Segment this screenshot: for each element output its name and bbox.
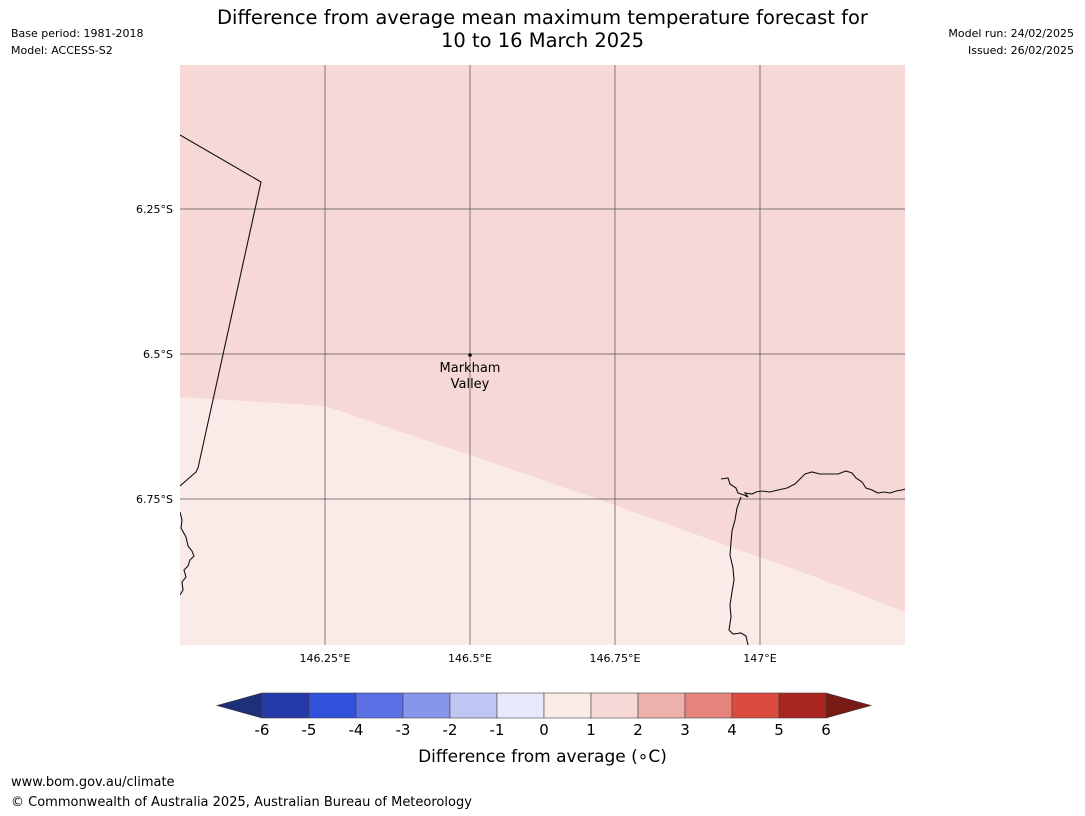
- colorbar-tick-label: -2: [443, 721, 458, 739]
- issued-text: Issued: 26/02/2025: [967, 44, 1074, 57]
- place-marker-dot: [468, 353, 472, 357]
- colorbar-tick-label: -3: [396, 721, 411, 739]
- lat-label-6-5: 6.5°S: [143, 348, 173, 361]
- footer-url[interactable]: www.bom.gov.au/climate: [11, 775, 175, 790]
- boundaries: [180, 134, 905, 645]
- title-line-1: Difference from average mean maximum tem…: [217, 6, 868, 29]
- colorbar-tick-label: -4: [349, 721, 364, 739]
- colorbar-tick-label: 2: [633, 721, 643, 739]
- colorbar-segment: [308, 692, 357, 719]
- graticule: [180, 65, 905, 645]
- colorbar-tick-label: 3: [680, 721, 690, 739]
- colorbar-segment: [355, 692, 404, 719]
- colorbar-segment: [496, 692, 545, 719]
- colorbar-segment: [731, 692, 780, 719]
- colorbar-segment: [778, 692, 827, 719]
- colorbar: -6 -5 -4 -3 -2 -1 0 1 2 3 4 5 6: [215, 692, 873, 739]
- coastline-east: [720, 470, 905, 498]
- place-label-line-2: Valley: [451, 377, 490, 392]
- colorbar-tick-label: -1: [490, 721, 505, 739]
- colorbar-under-arrow: [215, 692, 263, 719]
- footer-copyright: © Commonwealth of Australia 2025, Austra…: [11, 795, 472, 810]
- lat-label-6-75: 6.75°S: [136, 493, 173, 506]
- colorbar-tick-label: 1: [586, 721, 596, 739]
- coastline-west: [180, 511, 195, 596]
- river-line: [728, 496, 749, 645]
- header-right: Model run: 24/02/2025 Issued: 26/02/2025: [948, 25, 1074, 59]
- colorbar-segment: [449, 692, 498, 719]
- colorbar-segment: [637, 692, 686, 719]
- place-label-line-1: Markham: [440, 361, 501, 376]
- colorbar-over-arrow: [825, 692, 873, 719]
- colorbar-tick-label: 4: [727, 721, 737, 739]
- header-left: Base period: 1981-2018 Model: ACCESS-S2: [11, 25, 143, 59]
- colorbar-tick-label: 6: [821, 721, 831, 739]
- colorbar-tick-label: -6: [255, 721, 270, 739]
- colorbar-segment: [590, 692, 639, 719]
- model-text: Model: ACCESS-S2: [11, 44, 113, 57]
- lat-label-6-25: 6.25°S: [136, 203, 173, 216]
- colorbar-tick-label: -5: [302, 721, 317, 739]
- colorbar-label: Difference from average (∘C): [418, 747, 667, 767]
- map-plot-area: Markham Valley: [180, 65, 905, 645]
- lon-label-146-25: 146.25°E: [300, 652, 351, 665]
- lon-label-146-5: 146.5°E: [448, 652, 492, 665]
- lon-label-146-75: 146.75°E: [590, 652, 641, 665]
- lon-label-147: 147°E: [743, 652, 776, 665]
- colorbar-segment: [402, 692, 451, 719]
- colorbar-segment: [684, 692, 733, 719]
- title-line-2: 10 to 16 March 2025: [440, 29, 645, 52]
- colorbar-tick-label: 5: [774, 721, 784, 739]
- colorbar-tick-label: 0: [539, 721, 549, 739]
- map-title: Difference from average mean maximum tem…: [180, 6, 905, 52]
- colorbar-segment: [261, 692, 310, 719]
- province-boundary: [180, 134, 262, 487]
- base-period-text: Base period: 1981-2018: [11, 27, 144, 40]
- colorbar-segment: [543, 692, 592, 719]
- model-run-text: Model run: 24/02/2025: [948, 27, 1074, 40]
- anomaly-region-1-to-2: [180, 65, 905, 612]
